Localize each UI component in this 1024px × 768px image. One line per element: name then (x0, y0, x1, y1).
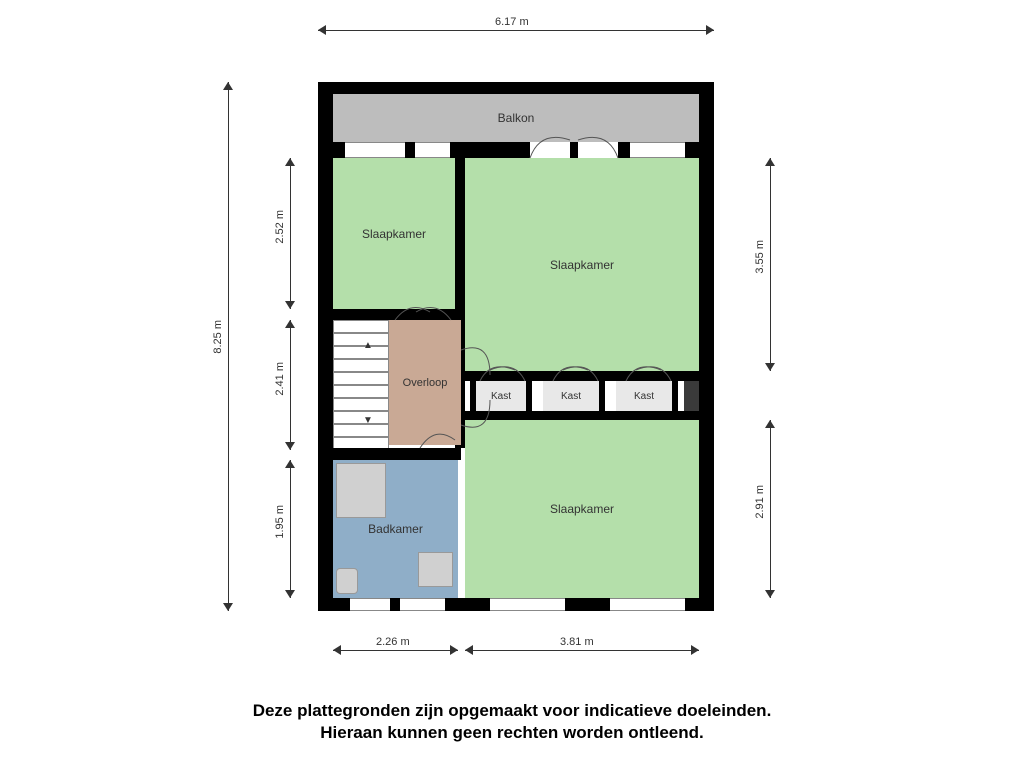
room-slaapkamer-bottomright: Slaapkamer (465, 420, 699, 598)
window-bottom-4 (610, 598, 685, 611)
overloop-label: Overloop (403, 377, 448, 389)
wall-slaap-tl-bottom (333, 309, 461, 320)
shower-fixture (336, 463, 386, 518)
kast2-label: Kast (561, 391, 581, 402)
dim-bottom1-arrow-l (333, 645, 341, 655)
badkamer-label: Badkamer (368, 522, 423, 536)
window-top-1 (345, 142, 405, 158)
dim-left3-label: 1.95 m (274, 505, 286, 539)
outer-wall-top (318, 82, 714, 94)
wall-kast-bottom (461, 411, 699, 420)
dim-top-arrow-l (318, 25, 326, 35)
dim-bottom2-line (465, 650, 699, 651)
disclaimer: Deze plattegronden zijn opgemaakt voor i… (0, 700, 1024, 744)
disclaimer-line1: Deze plattegronden zijn opgemaakt voor i… (0, 700, 1024, 722)
dim-right1-arrow-b (765, 363, 775, 371)
dim-right2-arrow-t (765, 420, 775, 428)
dim-bottom1-line (333, 650, 458, 651)
dim-left3-line (290, 460, 291, 598)
dim-top-label: 6.17 m (495, 16, 529, 28)
window-bottom-2 (400, 598, 445, 611)
dim-left2-line (290, 320, 291, 450)
floorplan-canvas: Balkon Slaapkamer Slaapkamer Overloop ▲ … (0, 0, 1024, 768)
dim-right2-label: 2.91 m (754, 485, 766, 519)
disclaimer-line2: Hieraan kunnen geen rechten worden ontle… (0, 722, 1024, 744)
dim-left2-arrow-b (285, 442, 295, 450)
dim-right2-arrow-b (765, 590, 775, 598)
room-balkon: Balkon (333, 94, 699, 142)
dim-right1-arrow-t (765, 158, 775, 166)
stairs: ▲ ▼ (333, 320, 389, 450)
window-top-3 (630, 142, 685, 158)
outer-wall-right (699, 82, 714, 611)
dim-top-line (318, 30, 714, 31)
slaapkamer-br-label: Slaapkamer (550, 502, 614, 516)
dim-bottom1-label: 2.26 m (376, 636, 410, 648)
room-slaapkamer-topleft: Slaapkamer (333, 158, 455, 309)
kast1-label: Kast (491, 391, 511, 402)
window-top-2 (415, 142, 450, 158)
dim-right1-label: 3.55 m (754, 240, 766, 274)
room-kast-2: Kast (543, 381, 605, 411)
room-kast-3: Kast (616, 381, 678, 411)
dim-left-outer-arrow-b (223, 603, 233, 611)
dim-bottom2-arrow-r (691, 645, 699, 655)
dim-left2-arrow-t (285, 320, 295, 328)
dim-left-outer-label: 8.25 m (212, 320, 224, 354)
wall-kast-end (684, 381, 699, 411)
window-bottom-3 (490, 598, 565, 611)
stair-arrow-icon: ▼ (363, 415, 373, 426)
dim-top-arrow-r (706, 25, 714, 35)
dim-right1-line (770, 158, 771, 371)
dim-left3-arrow-t (285, 460, 295, 468)
dim-left-outer-arrow-t (223, 82, 233, 90)
dim-bottom1-arrow-r (450, 645, 458, 655)
room-slaapkamer-topright: Slaapkamer (465, 158, 699, 371)
dim-right2-line (770, 420, 771, 598)
dim-left2-label: 2.41 m (274, 362, 286, 396)
dim-left1-arrow-b (285, 301, 295, 309)
dim-left-outer-line (228, 82, 229, 611)
dim-bottom2-label: 3.81 m (560, 636, 594, 648)
room-kast-1: Kast (470, 381, 532, 411)
door-balkon-1 (530, 142, 570, 158)
stair-arrow-icon: ▲ (363, 340, 373, 351)
dim-left1-label: 2.52 m (274, 210, 286, 244)
dim-bottom2-arrow-l (465, 645, 473, 655)
wall-badkamer-top (333, 448, 461, 460)
room-overloop: Overloop (389, 320, 461, 445)
slaapkamer-tr-label: Slaapkamer (550, 258, 614, 272)
balkon-label: Balkon (498, 111, 535, 125)
slaapkamer-tl-label: Slaapkamer (362, 227, 426, 241)
dim-left1-line (290, 158, 291, 309)
door-balkon-2 (578, 142, 618, 158)
outer-wall-left (318, 82, 333, 611)
kast3-label: Kast (634, 391, 654, 402)
sink-fixture (418, 552, 453, 587)
dim-left1-arrow-t (285, 158, 295, 166)
toilet-fixture (336, 568, 358, 594)
dim-left3-arrow-b (285, 590, 295, 598)
window-bottom-1 (350, 598, 390, 611)
wall-kast-top (461, 371, 699, 381)
